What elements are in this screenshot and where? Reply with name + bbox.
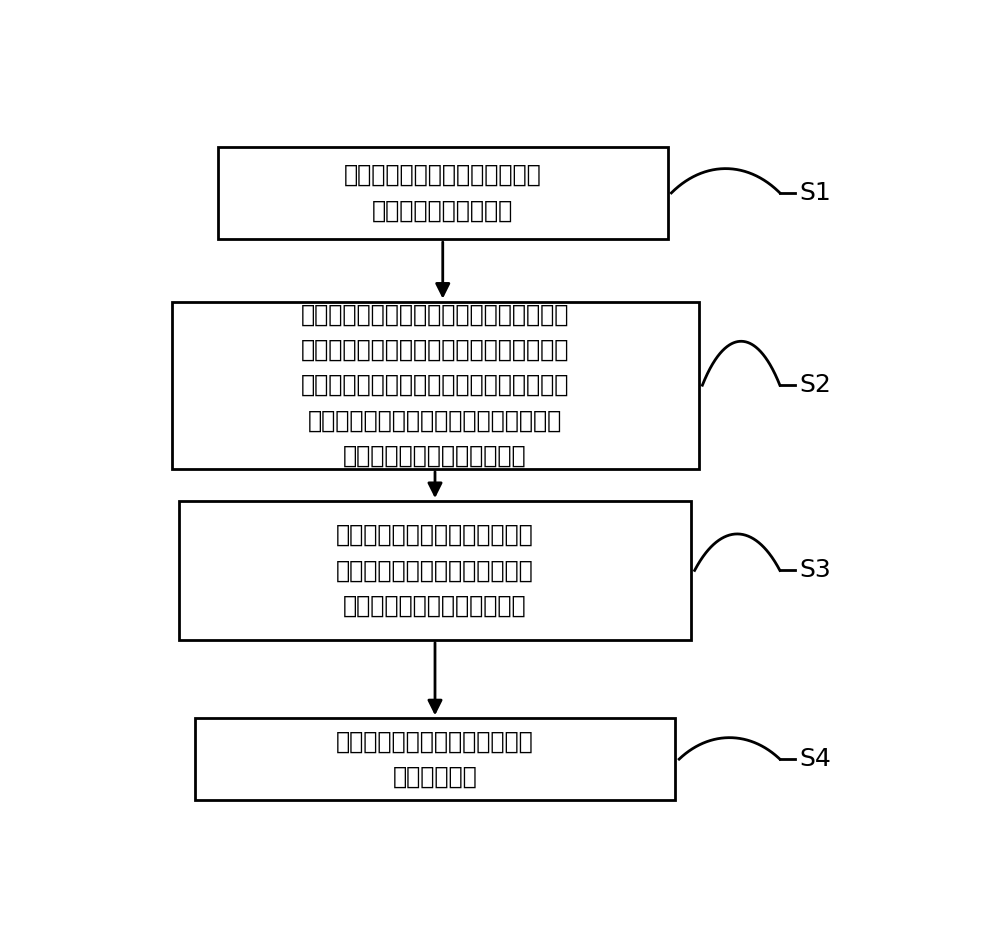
Bar [195, 718, 675, 800]
Text: 根据风机的运行状态和所处的分
区，查询处于不同运行状态及不
同分区的风机对应的倾斜角度: 根据风机的运行状态和所处的分 区，查询处于不同运行状态及不 同分区的风机对应的倾… [336, 523, 534, 618]
Text: 根据所述倾斜角度对各个风机的
角度进行调节: 根据所述倾斜角度对各个风机的 角度进行调节 [336, 730, 534, 789]
Text: S1: S1 [799, 181, 831, 205]
Text: 采集所述间接空冷塔区域内的主
导风风速和主导风风向: 采集所述间接空冷塔区域内的主 导风风速和主导风风向 [344, 163, 542, 223]
Text: S4: S4 [799, 747, 831, 771]
Text: S3: S3 [799, 559, 831, 583]
Bar [179, 501, 691, 640]
Bar [218, 146, 668, 240]
Text: 根据所述主导风风速对所述风机的运行状态
进行划分，包括低风速运行状态、中风速运
行状态和高风速运行状态；根据所述主导风
风向对所述风机进行分区，包括迎风区风
机: 根据所述主导风风速对所述风机的运行状态 进行划分，包括低风速运行状态、中风速运 … [301, 302, 569, 468]
Bar [172, 302, 698, 469]
Text: S2: S2 [799, 373, 831, 397]
